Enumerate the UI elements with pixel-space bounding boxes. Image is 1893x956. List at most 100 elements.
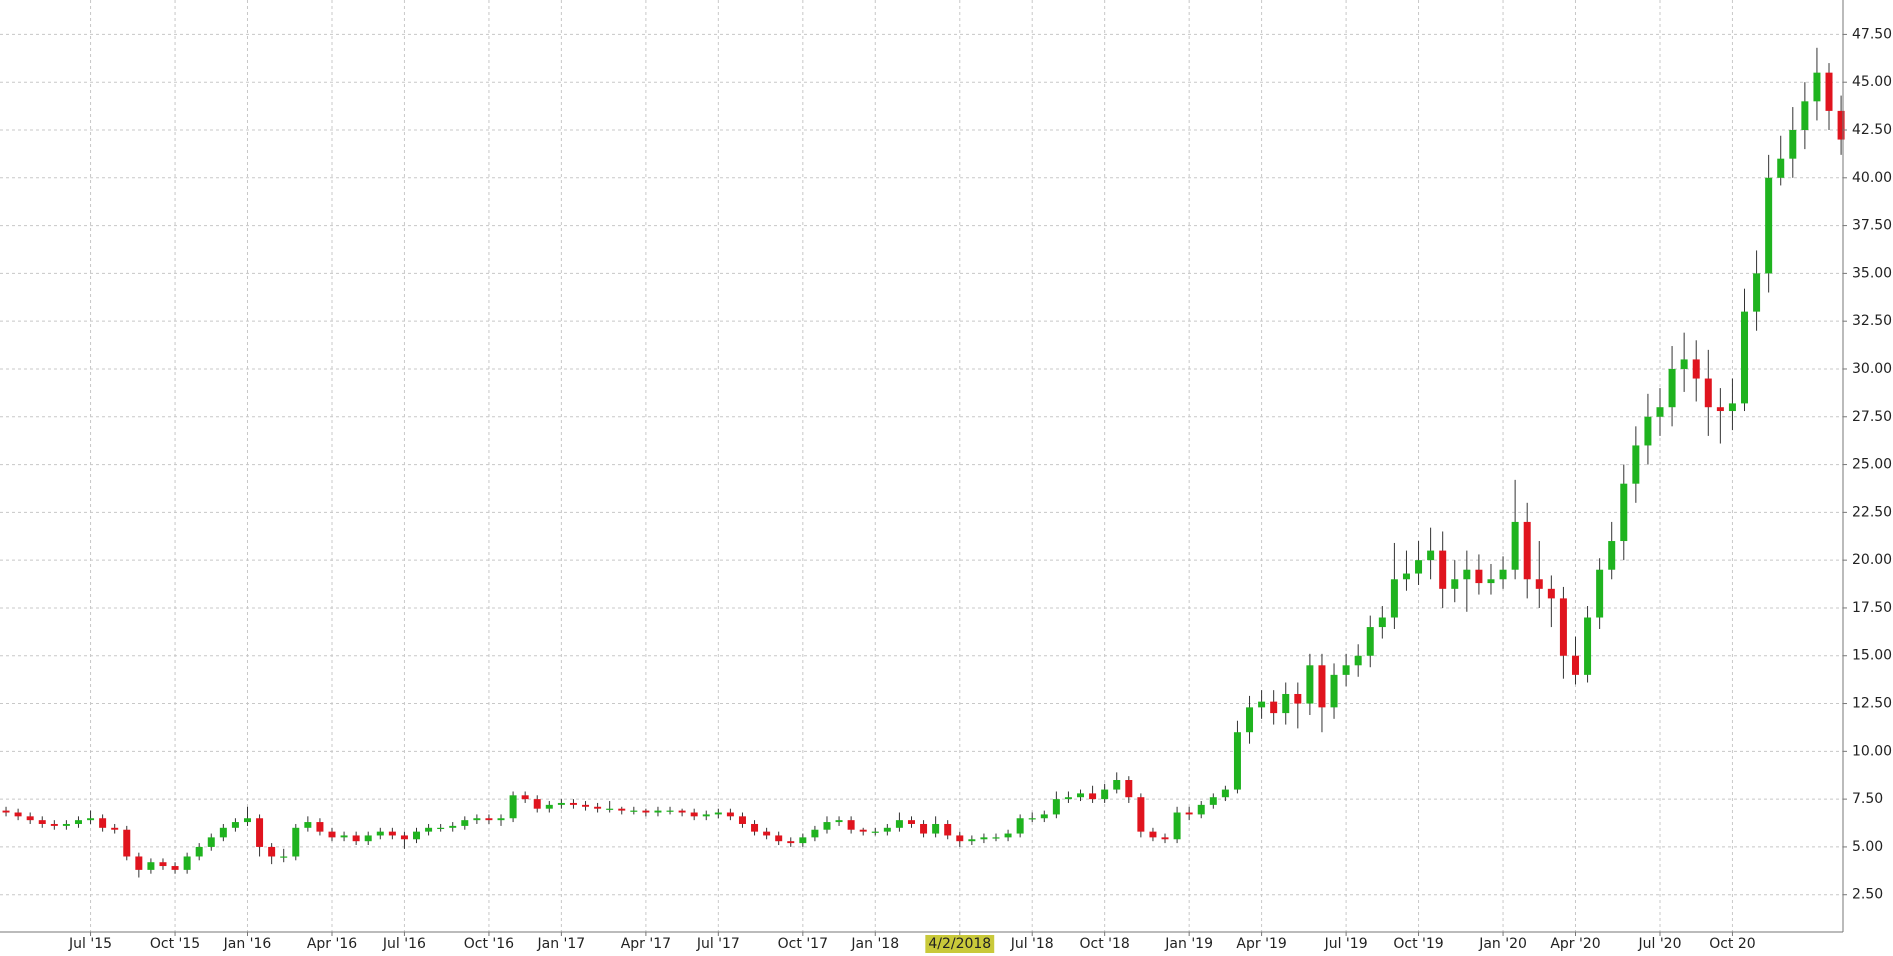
y-tick-label: 37.50: [1852, 218, 1892, 234]
candle-body: [1571, 655, 1579, 675]
candle-body: [135, 856, 143, 870]
candle-body: [1258, 701, 1266, 708]
candle-body: [111, 827, 119, 830]
candle-body: [425, 827, 433, 832]
x-tick-label: Oct '19: [1393, 936, 1443, 952]
y-tick-label: 10.00: [1852, 743, 1892, 759]
x-tick-label: Jul '17: [696, 936, 740, 952]
candle-body: [2, 810, 10, 813]
candle-body: [147, 862, 155, 870]
candle-body: [268, 846, 276, 857]
x-tick-label: Jan '17: [537, 936, 586, 952]
candle-body: [280, 856, 288, 858]
candle-body: [1197, 804, 1205, 815]
candle-body: [413, 831, 421, 840]
candle-body: [1668, 368, 1676, 408]
crosshair-label-bg: [925, 935, 995, 953]
candle-body: [437, 827, 445, 830]
grid: [0, 0, 1843, 932]
candle-body: [1246, 707, 1254, 733]
candle-body: [920, 823, 928, 834]
candle-body: [1620, 483, 1628, 542]
candle-body: [364, 835, 372, 842]
candle-body: [606, 808, 614, 810]
candle-body: [594, 806, 602, 809]
x-tick-label: Oct '15: [150, 936, 200, 952]
candle-body: [1439, 550, 1447, 589]
candle-body: [1125, 780, 1133, 798]
candle-body: [1318, 665, 1326, 708]
x-tick-label: 4/2/2018: [928, 936, 991, 952]
candle-body: [256, 818, 264, 847]
candle-body: [1632, 445, 1640, 484]
candle-body: [907, 820, 915, 824]
x-tick-label: Jan '18: [850, 936, 899, 952]
candle-body: [328, 831, 336, 838]
candle-body: [1777, 158, 1785, 178]
x-tick-label: Jan '16: [223, 936, 272, 952]
candle-body: [1487, 579, 1495, 584]
candle-body: [569, 802, 577, 805]
candle-body: [1451, 579, 1459, 589]
candle-body: [304, 822, 312, 828]
candle-body: [823, 822, 831, 830]
candle-body: [50, 823, 58, 826]
candle-body: [1064, 797, 1072, 800]
y-tick-label: 30.00: [1852, 361, 1892, 377]
y-tick-label: 27.50: [1852, 409, 1892, 425]
candle-body: [1825, 72, 1833, 111]
x-tick-label: Jul '19: [1324, 936, 1368, 952]
candle-body: [1547, 588, 1555, 599]
candle-body: [1077, 793, 1085, 798]
candle-body: [1728, 403, 1736, 412]
candle-body: [545, 804, 553, 809]
candle-body: [1185, 812, 1193, 815]
candle-body: [1656, 407, 1664, 417]
candle-body: [1342, 665, 1350, 675]
candle-body: [533, 799, 541, 809]
y-tick-label: 40.00: [1852, 170, 1892, 186]
candle-body: [352, 835, 360, 842]
candle-body: [1644, 416, 1652, 446]
candle-body: [497, 818, 505, 821]
candle-body: [726, 812, 734, 817]
x-tick-label: Apr '20: [1550, 936, 1600, 952]
candle-body: [1221, 789, 1229, 798]
candle-body: [1294, 693, 1302, 704]
candle-body: [932, 823, 940, 834]
candle-body: [159, 862, 167, 867]
candle-body: [654, 810, 662, 813]
y-tick-label: 45.00: [1852, 74, 1892, 90]
candle-body: [678, 810, 686, 813]
candle-body: [231, 822, 239, 828]
candle-body: [1402, 573, 1410, 580]
candle-body: [871, 831, 879, 833]
candle-body: [618, 808, 626, 811]
candle-body: [883, 827, 891, 832]
candle-body: [1741, 311, 1749, 404]
candle-body: [1499, 569, 1507, 580]
y-tick-label: 42.50: [1852, 122, 1892, 138]
candle-body: [738, 816, 746, 824]
candle-body: [1789, 130, 1797, 159]
candles: [2, 47, 1845, 878]
candle-body: [557, 802, 565, 805]
candle-body: [1161, 837, 1169, 840]
candle-body: [992, 837, 1000, 839]
candle-body: [1173, 812, 1181, 840]
candle-body: [388, 831, 396, 836]
candle-body: [751, 823, 759, 832]
candle-body: [799, 837, 807, 844]
candle-body: [944, 823, 952, 836]
candle-body: [183, 856, 191, 870]
candle-body: [1415, 560, 1423, 574]
candle-body: [968, 839, 976, 842]
candle-body: [895, 820, 903, 828]
candle-body: [1813, 72, 1821, 102]
candle-body: [835, 820, 843, 823]
candle-body: [847, 820, 855, 830]
candle-body: [1765, 177, 1773, 274]
candle-body: [87, 818, 95, 821]
candle-body: [1113, 780, 1121, 790]
